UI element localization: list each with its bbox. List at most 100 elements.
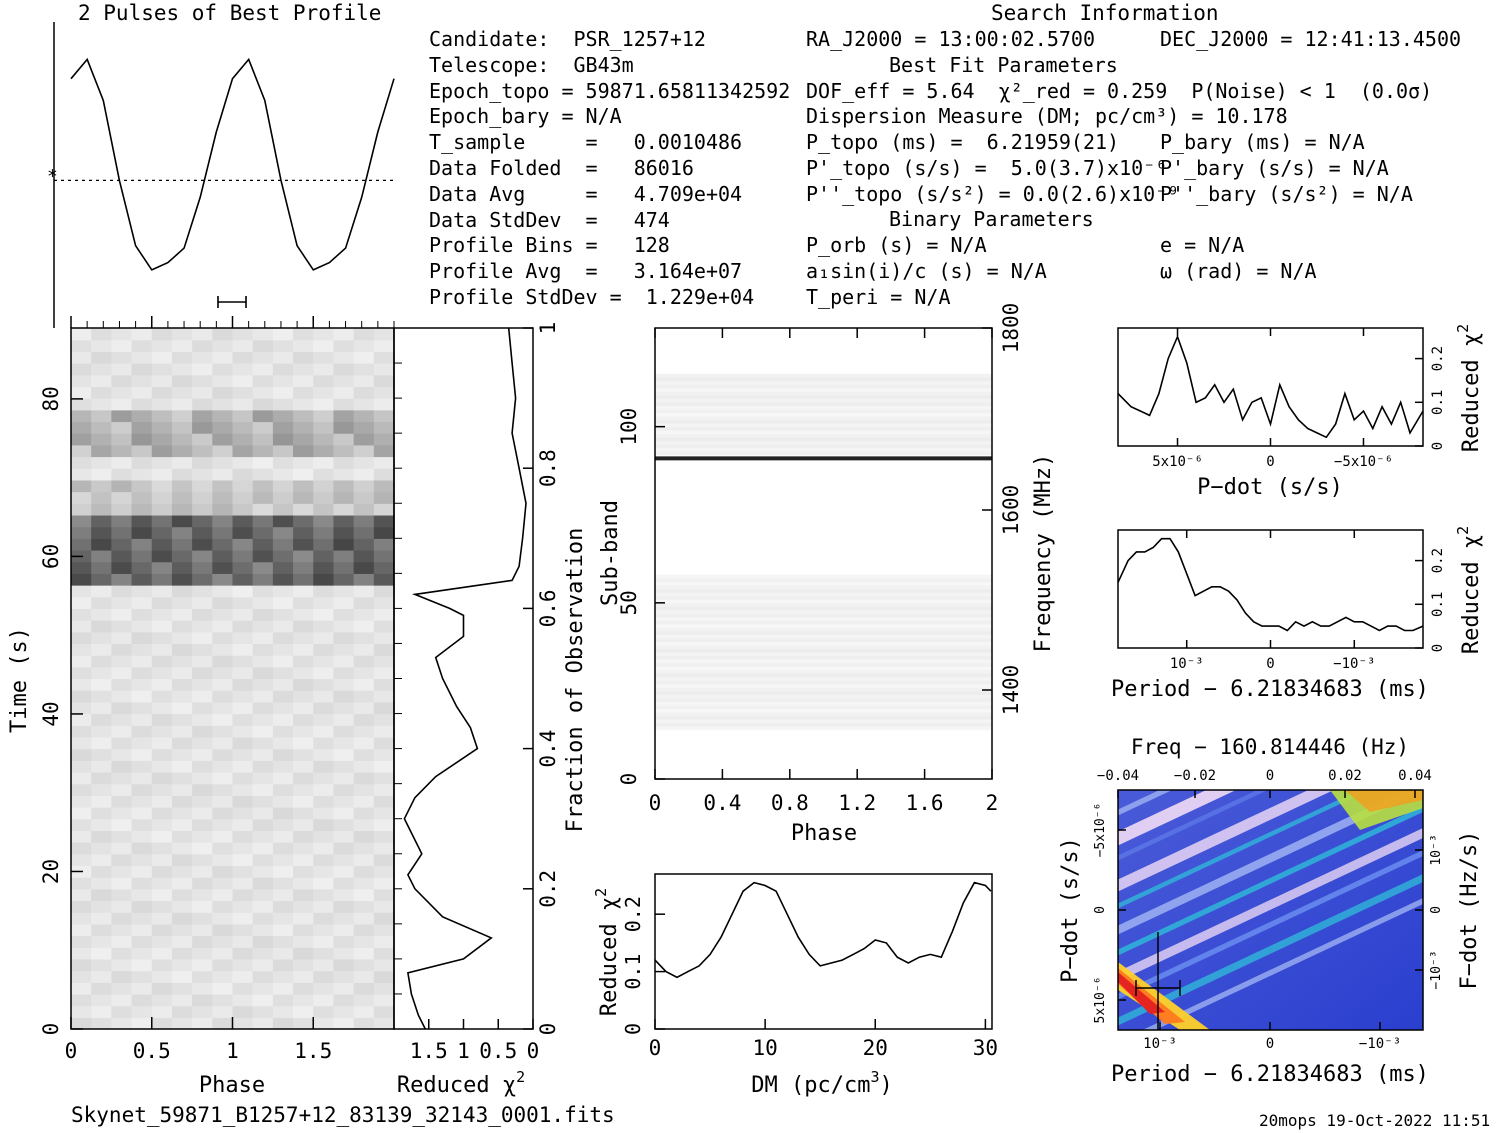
heatmap-cell	[91, 585, 112, 598]
heatmap-cell	[353, 421, 375, 434]
heatmap-cell	[91, 678, 112, 691]
info-pdot-topo: P'_topo (s/s) = 5.0(3.7)x10⁻⁶	[806, 156, 1168, 180]
heatmap-cell	[313, 479, 335, 493]
heatmap-cell	[333, 514, 355, 528]
xtick-label: −5x10⁻⁶	[1334, 454, 1393, 470]
heatmap-cell	[313, 585, 335, 598]
heatmap-cell	[131, 573, 153, 586]
heatmap-cell	[373, 655, 394, 668]
heatmap-cell	[333, 795, 355, 808]
heatmap-cell	[373, 491, 394, 504]
heatmap-cell	[171, 328, 193, 341]
heatmap-cell	[333, 339, 355, 352]
subband-row	[655, 722, 992, 727]
heatmap-cell	[272, 713, 294, 726]
heatmap-cell	[313, 690, 335, 703]
heatmap-cell	[192, 514, 213, 528]
subband-row	[655, 599, 992, 604]
heatmap-cell	[111, 865, 133, 878]
heatmap-cell	[333, 853, 355, 867]
subband-row	[655, 451, 992, 456]
heatmap-cell	[171, 900, 193, 913]
heatmap-cell	[373, 386, 394, 399]
heatmap-cell	[293, 608, 314, 621]
heatmap-cell	[192, 923, 213, 937]
heatmap-cell	[353, 865, 375, 878]
heatmap-cell	[71, 783, 92, 796]
heatmap-cell	[252, 374, 274, 388]
subband-row	[655, 447, 992, 452]
heatmap-cell	[91, 690, 112, 703]
heatmap-cell	[272, 1005, 294, 1018]
heatmap-cell	[272, 351, 294, 364]
heatmap-cell	[353, 328, 375, 341]
heatmap-cell	[151, 970, 173, 983]
heatmap-cell	[192, 912, 213, 925]
heatmap-cell	[192, 853, 213, 867]
info-pdot-bary: P'_bary (s/s) = N/A	[1160, 156, 1389, 180]
heatmap-cell	[353, 351, 375, 364]
x2tick-label: 0.02	[1328, 768, 1362, 784]
heatmap-cell	[91, 877, 112, 890]
heatmap-cell	[232, 631, 254, 645]
heatmap-cell	[353, 549, 375, 563]
heatmap-cell	[212, 771, 234, 785]
heatmap-cell	[252, 526, 274, 539]
heatmap-cell	[71, 795, 92, 808]
info-profile-stddev: Profile StdDev = 1.229e+04	[429, 285, 755, 309]
heatmap-cell	[212, 713, 234, 726]
heatmap-cell	[272, 433, 294, 446]
heatmap-cell	[333, 725, 355, 738]
heatmap-cell	[333, 888, 355, 902]
heatmap-cell	[171, 585, 193, 598]
heatmap-cell	[373, 433, 394, 446]
heatmap-cell	[353, 701, 375, 715]
heatmap-cell	[151, 807, 173, 820]
xtick-label: 1.5	[410, 1039, 448, 1063]
heatmap-cell	[272, 877, 294, 890]
heatmap-cell	[333, 666, 355, 680]
heatmap-cell	[171, 1005, 193, 1018]
heatmap-cell	[131, 678, 153, 691]
heatmap-cell	[111, 643, 133, 656]
heatmap-cell	[171, 1017, 193, 1029]
heatmap-cell	[353, 503, 375, 516]
heatmap-cell	[131, 491, 153, 504]
heatmap-cell	[232, 328, 254, 341]
heatmap-cell	[232, 444, 254, 458]
heatmap-cell	[272, 865, 294, 878]
heatmap-cell	[71, 1017, 92, 1029]
subband-row	[655, 602, 992, 607]
heatmap-cell	[252, 888, 274, 902]
subband-row	[655, 662, 992, 667]
heatmap-cell	[232, 678, 254, 691]
heatmap-cell	[131, 783, 153, 796]
pdot-xlabel: P−dot (s/s)	[1197, 475, 1343, 500]
heatmap-cell	[151, 912, 173, 925]
heatmap-cell	[313, 1017, 335, 1029]
heatmap-cell	[313, 456, 335, 469]
heatmap-cell	[333, 363, 355, 376]
heatmap-cell	[171, 456, 193, 469]
heatmap-cell	[313, 386, 335, 399]
heatmap-cell	[131, 421, 153, 434]
heatmap-cell	[333, 818, 355, 831]
heatmap-cell	[111, 398, 133, 411]
heatmap-cell	[192, 456, 213, 469]
heatmap-cell	[353, 514, 375, 528]
ytick-label: 0	[536, 1023, 560, 1036]
heatmap-cell	[252, 807, 274, 820]
heatmap-cell	[353, 970, 375, 983]
period-ylabel: Reduced χ2	[1454, 526, 1484, 654]
heatmap-cell	[212, 982, 234, 995]
heatmap-cell	[212, 573, 234, 586]
heatmap-cell	[232, 398, 254, 411]
heatmap-cell	[353, 374, 375, 388]
heatmap-cell	[151, 958, 173, 972]
heatmap-cell	[333, 608, 355, 621]
heatmap-cell	[272, 748, 294, 761]
heatmap-cell	[313, 842, 335, 855]
heatmap-cell	[71, 877, 92, 890]
heatmap-cell	[373, 690, 394, 703]
heatmap-cell	[212, 561, 234, 574]
